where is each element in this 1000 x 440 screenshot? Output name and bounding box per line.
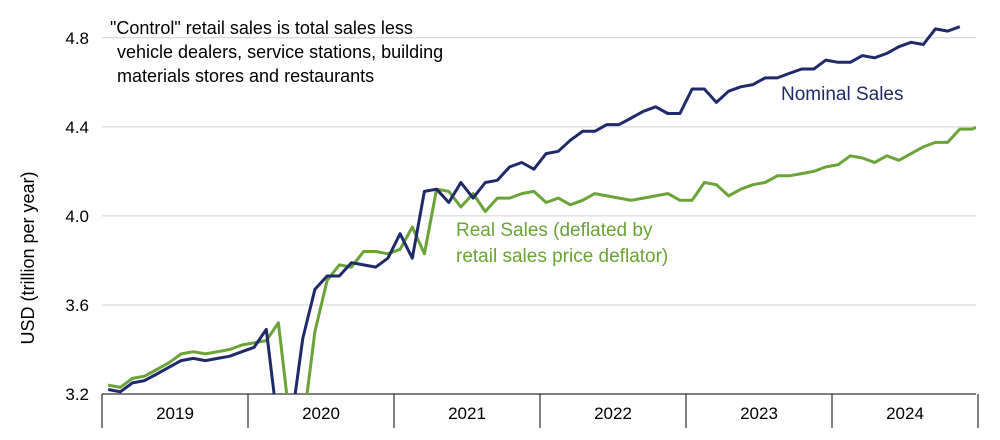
real-sales-label: Real Sales (deflated by <box>456 220 653 241</box>
x-tick-label: 2021 <box>448 404 486 423</box>
note-line: materials stores and restaurants <box>117 66 374 86</box>
real-sales-line <box>107 125 976 394</box>
y-tick-label: 3.6 <box>65 296 89 315</box>
note-line: vehicle dealers, service stations, build… <box>117 42 443 62</box>
x-tick-label: 2019 <box>156 404 194 423</box>
x-tick-label: 2020 <box>302 404 340 423</box>
x-tick-label: 2024 <box>886 404 924 423</box>
series-labels: Nominal Sales Real Sales (deflated by reta… <box>456 84 904 267</box>
y-tick-label: 4.0 <box>65 207 89 226</box>
y-axis-label: USD (trillion per year) <box>18 171 38 344</box>
chart-note: "Control" retail sales is total sales le… <box>110 18 443 86</box>
series-lines <box>107 25 976 394</box>
x-tick-label: 2023 <box>740 404 778 423</box>
nominal-sales-line <box>107 25 961 394</box>
nominal-sales-label: Nominal Sales <box>781 84 904 105</box>
y-tick-label: 4.4 <box>65 118 89 137</box>
gridlines <box>102 37 976 306</box>
real-sales-label: retail sales price deflator) <box>456 246 668 267</box>
y-tick-label: 4.8 <box>65 29 89 48</box>
axes: 3.2 3.6 4.0 4.4 4.8 2019 2020 2021 2022 2023 2024 <box>65 29 979 428</box>
note-line: "Control" retail sales is total sales le… <box>110 18 413 38</box>
y-tick-label: 3.2 <box>65 385 89 404</box>
x-tick-label: 2022 <box>594 404 632 423</box>
